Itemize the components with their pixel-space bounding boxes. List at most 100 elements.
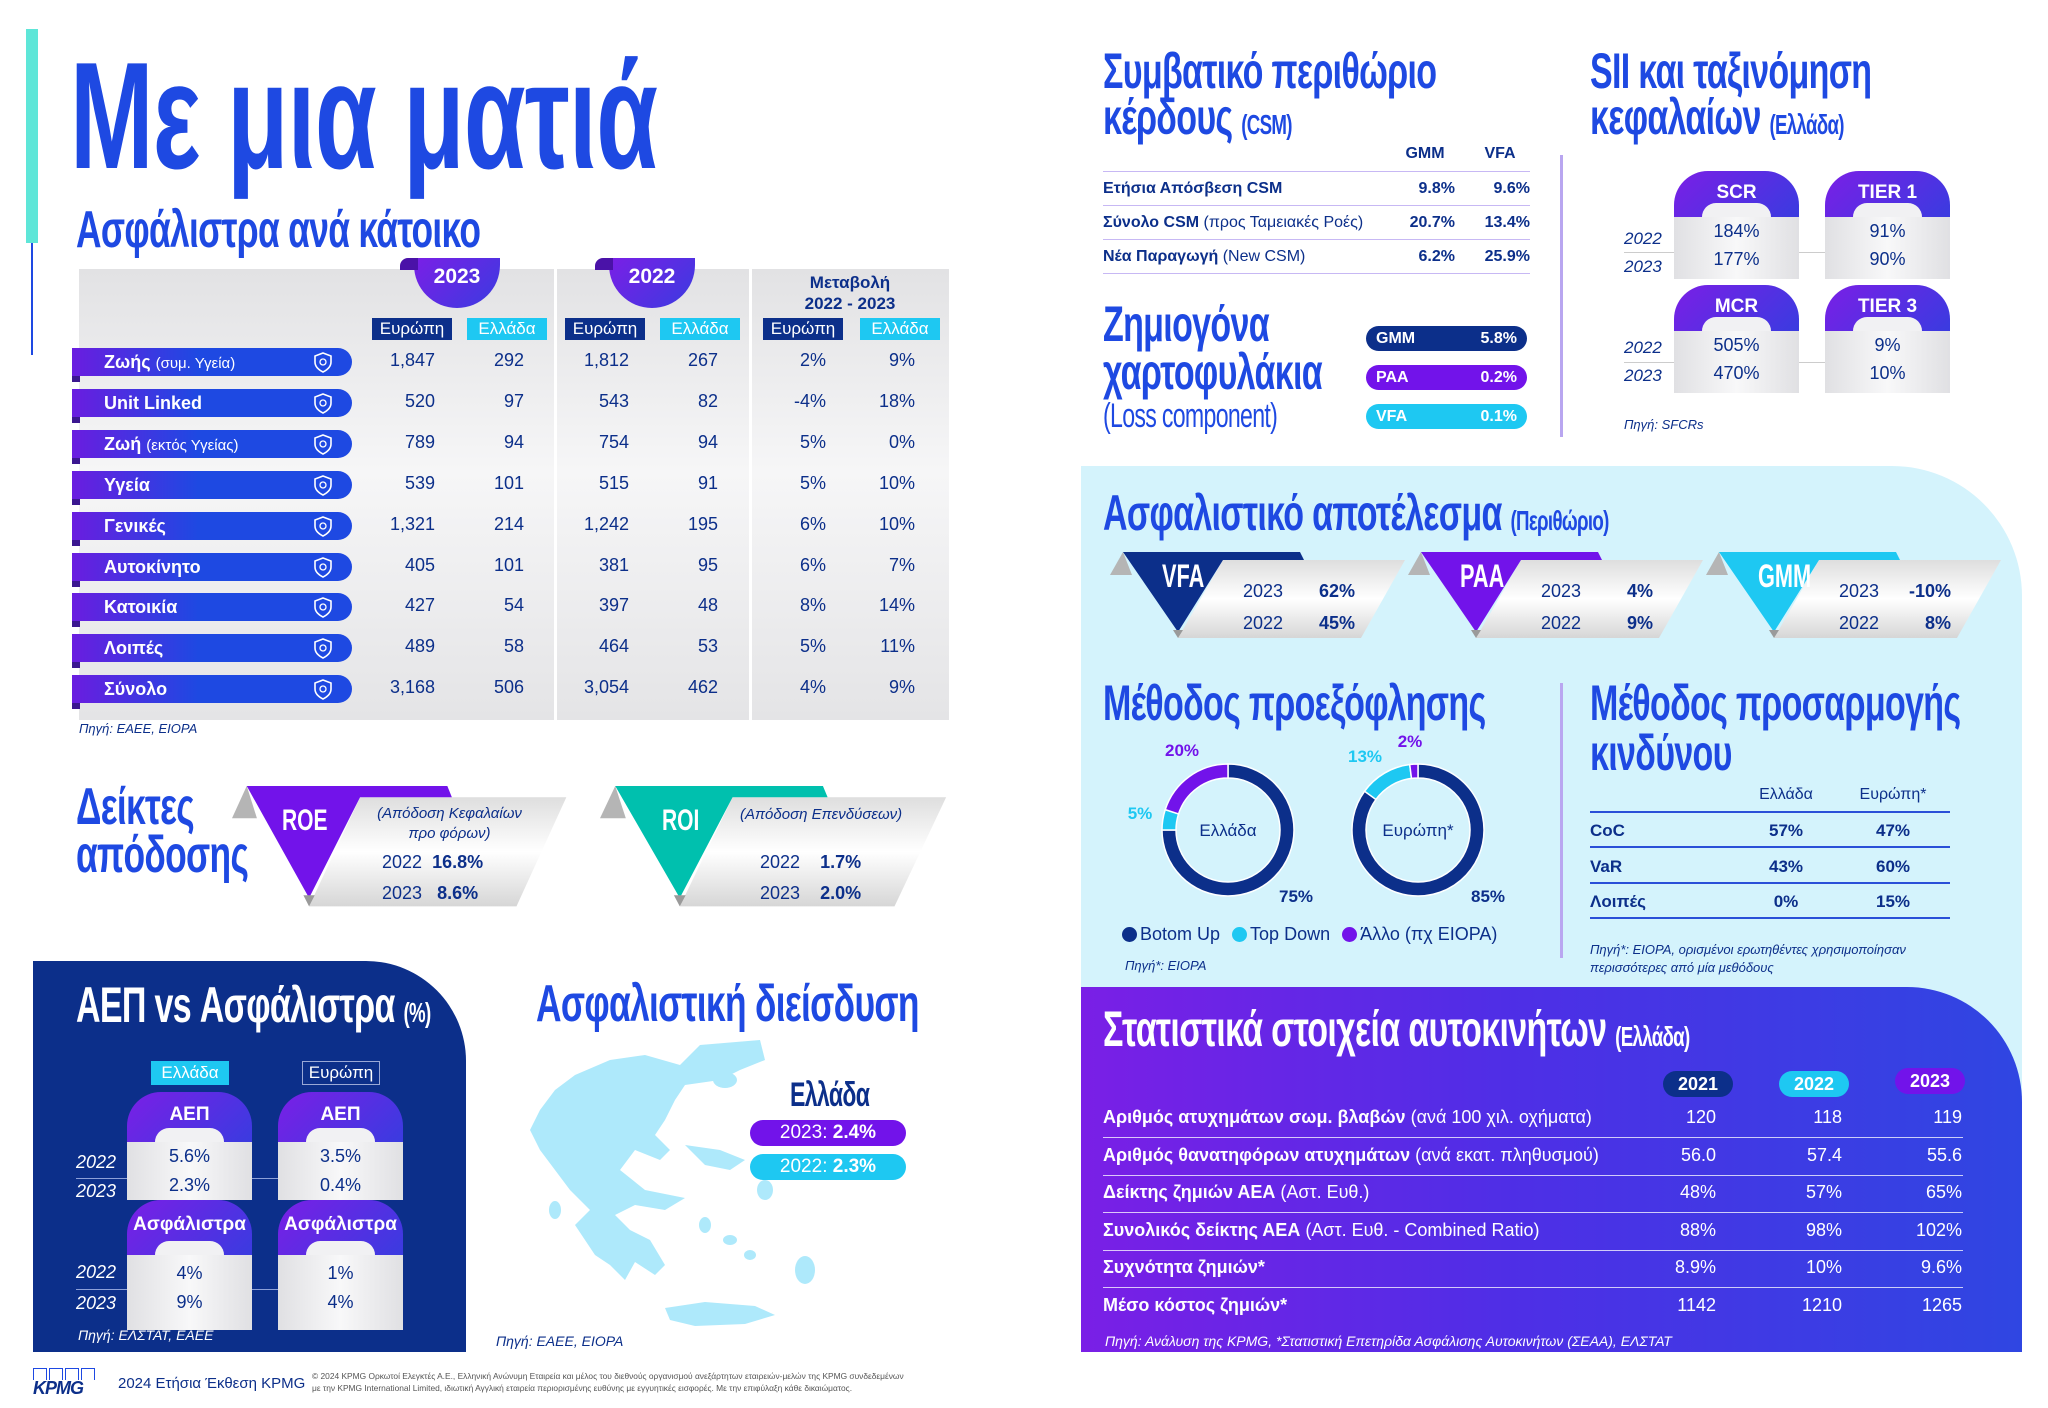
premium-value: 14% <box>878 595 915 616</box>
page-title: Με μια ματιά <box>70 31 658 201</box>
result-year: 2022 <box>1541 613 1582 633</box>
legend-item: Botom Up <box>1122 924 1220 945</box>
shield-icon <box>312 637 334 660</box>
category-name: Κατοικία <box>104 597 178 618</box>
csm-row: Ετήσια Απόσβεση CSM 9.8% 9.6% <box>1103 172 1530 206</box>
premium-value: -4% <box>793 390 826 411</box>
result-year: 2023 <box>1541 581 1582 601</box>
legend-item: Άλλο (πχ EIOPA) <box>1342 924 1497 945</box>
donut-center-label: Ελλάδα <box>1199 821 1256 840</box>
result-value: -10% <box>1908 581 1951 601</box>
auto-row: Συχνότητα ζημιών* 8.9% 10% 9.6% <box>1103 1250 1963 1289</box>
loss-pill-paa: PAA 0.2% <box>1366 365 1527 390</box>
gdp-source: Πηγή: ΕΛΣΤΑΤ, ΕΑΕΕ <box>78 1327 214 1343</box>
gdp-value: 2.3% <box>168 1175 211 1195</box>
legend-dot-icon <box>1232 927 1248 942</box>
risk-title-line1: Μέθοδος προσαρμογής <box>1590 675 1961 731</box>
csm-title-line2: κέρδους <box>1103 89 1233 145</box>
auto-value: 88% <box>1679 1219 1716 1240</box>
premium-value: 267 <box>687 350 718 370</box>
premium-value: 489 <box>404 636 435 657</box>
sii-value: 9% <box>1874 335 1901 355</box>
auto-row-label: Αριθμός ατυχημάτων σωμ. βλαβών <box>1103 1107 1406 1127</box>
sii-card-header: SCR <box>1674 171 1799 217</box>
category-note: (συμ. Υγεία) <box>155 355 236 372</box>
donut-segment <box>1351 763 1485 897</box>
auto-value: 57.4 <box>1806 1144 1842 1165</box>
result-label: VFA <box>1162 558 1205 594</box>
result-year: 2023 <box>1839 581 1880 601</box>
footer-legal: © 2024 KPMG Ορκωτοί Ελεγκτές Α.Ε., Ελλην… <box>312 1370 904 1394</box>
gdp-title: ΑΕΠ vs Ασφάλιστρα (%) <box>76 980 431 1030</box>
change-header-line1: Μεταβολή <box>809 273 891 292</box>
premium-value: 5% <box>799 431 826 452</box>
col-header-greece-2023: Ελλάδα <box>467 318 547 340</box>
year-label: 2023 <box>1624 257 1662 276</box>
auto-value: 55.6 <box>1926 1144 1962 1165</box>
premium-value: 1,847 <box>389 350 435 370</box>
sii-value: 184% <box>1713 221 1760 241</box>
premium-value: 95 <box>697 554 718 575</box>
auto-value: 118 <box>1813 1107 1842 1127</box>
premium-category-label: Λοιπές <box>72 634 352 669</box>
premium-value: 520 <box>404 390 435 411</box>
roe-value: 16.8% <box>432 852 484 872</box>
umbrella-icon <box>312 515 334 537</box>
penetration-source: Πηγή: ΕΑΕΕ, EIOPA <box>496 1333 624 1349</box>
result-gmm: GMM 2023 -10% 2022 8% <box>1706 552 2006 642</box>
sii-title-line1: SII και ταξινόμηση <box>1590 43 1872 99</box>
loss-title-line3: (Loss component) <box>1103 397 1278 435</box>
penetration-year: 2022: <box>779 1156 828 1177</box>
premium-value: 48 <box>697 595 718 616</box>
risk-greece-value: 0% <box>1773 892 1799 911</box>
year-label: 2023 <box>76 1293 117 1313</box>
premiums-source: Πηγή: ΕΑΕΕ, EIOPA <box>79 721 198 736</box>
roe-value: 8.6% <box>437 883 479 903</box>
legend-label: Top Down <box>1250 924 1331 944</box>
sii-card-header: TIER 1 <box>1825 171 1950 217</box>
sii-card-body: 184% 177% <box>1674 217 1799 279</box>
change-header: Μεταβολή 2022 - 2023 <box>760 272 940 314</box>
category-note: (εκτός Υγείας) <box>146 436 239 454</box>
csm-title-suffix: (CSM) <box>1241 109 1292 140</box>
premium-value: 789 <box>404 431 435 452</box>
roi-value: 1.7% <box>820 852 862 872</box>
category-name: Αυτοκίνητο <box>104 556 201 577</box>
csm-row-label: Σύνολο CSM <box>1103 214 1200 231</box>
category-name: Unit Linked <box>104 392 202 413</box>
tag-greece: Ελλάδα <box>151 1061 229 1085</box>
auto-statistics-panel <box>1081 987 2022 1352</box>
column-divider <box>554 269 557 720</box>
loss-pill-value: 0.1% <box>1480 408 1517 425</box>
gdp-value: 3.5% <box>319 1146 362 1166</box>
year-label: 2023 <box>1624 366 1662 385</box>
csm-row-note: (προς Ταμειακές Ροές) <box>1203 214 1364 231</box>
auto-row: Αριθμός ατυχημάτων σωμ. βλαβών (ανά 100 … <box>1103 1100 1963 1138</box>
sii-card-body: 9% 10% <box>1825 331 1950 393</box>
sii-value: 91% <box>1869 221 1906 241</box>
donut-data-label: 85% <box>1471 887 1505 906</box>
roe-year: 2023 <box>382 883 423 903</box>
greece-map <box>530 1040 815 1326</box>
premium-value: 1,242 <box>583 513 629 534</box>
legal-line: © 2024 KPMG Ορκωτοί Ελεγκτές Α.Ε., Ελλην… <box>312 1371 904 1381</box>
discount-legend: Botom Up Top Down Άλλο (πχ EIOPA) <box>1122 924 1497 945</box>
gdp-value: 5.6% <box>168 1146 211 1166</box>
premium-value: 6% <box>799 513 826 534</box>
roe-indicator: ROE (Απόδοση Κεφαλαίων προ φόρων) 2022 1… <box>232 786 572 912</box>
year-label: 2022 <box>1624 229 1662 248</box>
premium-value: 754 <box>598 431 629 452</box>
result-shape <box>1706 552 2001 638</box>
premiums-header: Ασφάλιστρα <box>278 1200 403 1255</box>
csm-title-line1: Συμβατικό περιθώριο <box>1103 43 1437 99</box>
risk-greece-value: 57% <box>1768 821 1804 840</box>
auto-value: 119 <box>1933 1107 1962 1127</box>
discount-donuts: Ελλάδα 75% 5% 20% Ευρώπη* 85% 13% 2% <box>1128 732 1505 906</box>
roi-description: (Απόδοση Επενδύσεων) <box>740 806 903 823</box>
category-name: Λοιπές <box>104 638 164 659</box>
penetration-value: 2.3% <box>832 1156 877 1177</box>
auto-value: 57% <box>1805 1182 1842 1203</box>
risk-europe-value: 15% <box>1875 892 1911 911</box>
auto-value: 1210 <box>1801 1295 1842 1315</box>
gdp-title-text: ΑΕΠ vs Ασφάλιστρα <box>76 977 395 1033</box>
